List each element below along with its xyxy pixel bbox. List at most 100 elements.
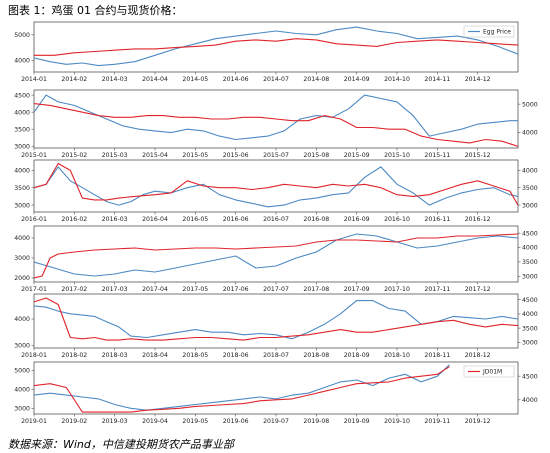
- series-line-blue: [34, 233, 518, 277]
- x-tick-label: 2018-12: [465, 352, 491, 359]
- x-tick-label: 2017-01: [21, 286, 47, 293]
- right-y-tick-label: 4500: [522, 230, 538, 237]
- legend-box: [463, 25, 515, 38]
- x-tick-label: 2014-05: [182, 76, 208, 83]
- chart-panel-6: 3000 4000 5000 4000 4500 2019-01 2019-02 2019-0…: [14, 361, 538, 425]
- x-tick-label: 2015-04: [142, 152, 168, 159]
- x-tick-label: 2015-09: [344, 152, 370, 159]
- right-y-tick-label: 4000: [522, 168, 538, 175]
- right-y-tick-label: 4500: [522, 297, 538, 304]
- x-tick-label: 2017-03: [102, 286, 128, 293]
- y-tick-label: 3000: [14, 202, 30, 209]
- series-line-blue: [34, 26, 518, 67]
- chart-legend: JD01M: [463, 365, 515, 378]
- x-tick-label: 2018-01: [21, 352, 47, 359]
- right-y-tick-label: 3500: [522, 259, 538, 266]
- series-line-red: [34, 103, 518, 147]
- x-tick-label: 2014-01: [21, 76, 47, 83]
- y-tick-label: 3000: [14, 255, 30, 262]
- x-tick-label: 2015-01: [21, 152, 47, 159]
- y-tick-label: 3500: [14, 185, 30, 192]
- legend-box: [463, 365, 515, 378]
- chart-legend: Egg Price: [463, 25, 515, 38]
- y-tick-label: 4000: [14, 387, 30, 394]
- x-tick-label: 2017-11: [424, 286, 450, 293]
- data-source-note: 数据来源：Wind，中信建投期货农产品事业部: [8, 438, 234, 451]
- chart-panel-4: 2000 3000 4000 3000 3500 4000 4500 2017-01 2017-…: [14, 225, 538, 293]
- series-line-red: [34, 366, 450, 413]
- x-tick-label: 2015-12: [465, 152, 491, 159]
- x-tick-label: 2017-02: [61, 286, 87, 293]
- x-tick-label: 2016-06: [223, 216, 249, 223]
- series-line-blue: [34, 364, 450, 411]
- legend-label: JD01M: [482, 369, 502, 376]
- y-tick-label: 3000: [14, 143, 30, 150]
- x-tick-label: 2019-10: [384, 418, 410, 425]
- x-tick-label: 2018-05: [182, 352, 208, 359]
- x-tick-label: 2018-04: [142, 352, 168, 359]
- y-tick-label: 4000: [14, 316, 30, 323]
- figure-caption: 图表 1：鸡蛋 01 合约与现货价格：: [8, 4, 183, 17]
- x-tick-label: 2014-06: [223, 76, 249, 83]
- right-y-tick-label: 4000: [522, 130, 538, 137]
- x-tick-label: 2018-03: [102, 352, 128, 359]
- x-tick-label: 2016-10: [384, 216, 410, 223]
- x-tick-label: 2014-11: [424, 76, 450, 83]
- series-line-red: [34, 38, 518, 56]
- x-tick-label: 2016-02: [61, 216, 87, 223]
- x-tick-label: 2018-02: [61, 352, 87, 359]
- x-tick-label: 2015-03: [102, 152, 128, 159]
- x-tick-label: 2015-11: [424, 152, 450, 159]
- right-y-tick-label: 4000: [522, 311, 538, 318]
- x-tick-label: 2019-08: [303, 418, 329, 425]
- y-tick-label: 3000: [14, 343, 30, 350]
- series-line-red: [34, 162, 518, 206]
- y-tick-label: 4000: [14, 58, 30, 65]
- right-y-tick-label: 3000: [522, 202, 538, 209]
- x-tick-label: 2019-02: [61, 418, 87, 425]
- chart-panel-2: 3000 3500 4000 4500 4000 5000 2015-01 2015-02 20…: [14, 89, 538, 159]
- legend-label: Egg Price: [483, 29, 511, 36]
- x-tick-label: 2018-07: [263, 352, 289, 359]
- x-tick-label: 2016-03: [102, 216, 128, 223]
- x-tick-label: 2018-09: [344, 352, 370, 359]
- chart-panel-5: 3000 4000 3000 3500 4000 4500 2018-01 2018-02 20…: [14, 293, 538, 359]
- x-tick-label: 2018-10: [384, 352, 410, 359]
- chart-panel-1: 4000 5000 2014-01 2014-02 2014-03 2014-04 2014…: [14, 21, 519, 83]
- x-tick-label: 2019-09: [344, 418, 370, 425]
- y-tick-label: 4500: [14, 92, 30, 99]
- x-tick-label: 2016-11: [424, 216, 450, 223]
- x-tick-label: 2014-04: [142, 76, 168, 83]
- chart-panel-3: 3000 3500 4000 3000 3500 4000 2016-01 2016-02 20…: [14, 159, 538, 223]
- x-tick-label: 2017-10: [384, 286, 410, 293]
- x-tick-label: 2019-05: [182, 418, 208, 425]
- y-tick-label: 2000: [14, 275, 30, 282]
- x-tick-label: 2018-08: [303, 352, 329, 359]
- x-tick-label: 2017-05: [182, 286, 208, 293]
- x-tick-label: 2019-06: [223, 418, 249, 425]
- x-tick-label: 2017-04: [142, 286, 168, 293]
- x-tick-label: 2017-06: [223, 286, 249, 293]
- x-tick-label: 2019-07: [263, 418, 289, 425]
- x-tick-label: 2014-02: [61, 76, 87, 83]
- x-tick-label: 2014-09: [344, 76, 370, 83]
- right-y-tick-label: 4500: [522, 373, 538, 380]
- right-y-tick-label: 4000: [522, 397, 538, 404]
- x-tick-label: 2016-08: [303, 216, 329, 223]
- y-tick-label: 4000: [14, 109, 30, 116]
- x-tick-label: 2018-11: [424, 352, 450, 359]
- x-tick-label: 2017-08: [303, 286, 329, 293]
- y-tick-label: 5000: [14, 32, 30, 39]
- x-tick-label: 2019-01: [21, 418, 47, 425]
- right-y-tick-label: 3000: [522, 273, 538, 280]
- series-line-blue: [34, 94, 518, 141]
- y-tick-label: 4000: [14, 235, 30, 242]
- x-tick-label: 2015-08: [303, 152, 329, 159]
- y-tick-label: 4000: [14, 168, 30, 175]
- x-tick-label: 2015-02: [61, 152, 87, 159]
- series-line-red: [34, 233, 518, 279]
- x-tick-label: 2016-05: [182, 216, 208, 223]
- x-tick-label: 2017-09: [344, 286, 370, 293]
- plot-frame: [33, 225, 519, 283]
